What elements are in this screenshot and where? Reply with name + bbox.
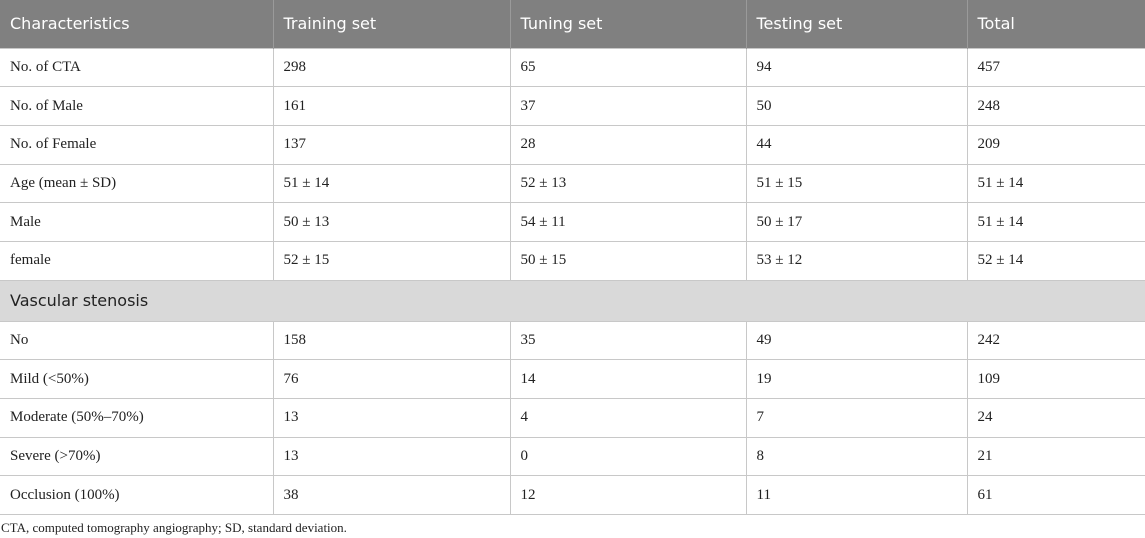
section-label: Vascular stenosis [0,279,1145,322]
table-cell: 298 [272,47,511,88]
table-cell: 161 [272,86,511,126]
table-cell: 24 [966,398,1145,438]
table-cell: 8 [745,436,968,477]
table-row: No. of Male 161 37 50 248 [0,86,1145,126]
table-cell: 44 [745,124,968,165]
header-row: Characteristics Training set Tuning set Tes… [0,0,1145,48]
table-cell: 50 ± 17 [745,202,968,242]
table-cell: 65 [509,47,747,88]
table-cell: 11 [745,475,968,516]
table-row: Mild (<50%) 76 14 19 109 [0,359,1145,399]
table-row: Age (mean ± SD) 51 ± 14 52 ± 13 51 ± 15 51 ±… [0,163,1145,204]
table-cell: 38 [272,475,511,516]
table-cell: 28 [509,124,747,165]
table-cell: 14 [509,359,747,399]
table-cell: 242 [966,320,1145,361]
table-cell: 248 [966,86,1145,126]
table-cell: 35 [509,320,747,361]
table-cell: 94 [745,47,968,88]
row-label: No. of Male [0,86,274,126]
table-cell: 457 [966,47,1145,88]
table-cell: 51 ± 14 [966,202,1145,242]
table-cell: 61 [966,475,1145,516]
table-cell: 76 [272,359,511,399]
table-cell: 52 ± 15 [272,240,511,281]
table-cell: 51 ± 15 [745,163,968,204]
column-header: Characteristics [0,0,273,48]
table-cell: 4 [509,398,747,438]
row-label: No. of Female [0,124,274,165]
table-row: Occlusion (100%) 38 12 11 61 [0,475,1145,516]
table-caption: CTA, computed tomography angiography; SD… [1,520,347,536]
table-cell: 51 ± 14 [272,163,511,204]
characteristics-table: Characteristics Training set Tuning set Tes… [0,0,1145,516]
table-row: Moderate (50%–70%) 13 4 7 24 [0,398,1145,438]
table-cell: 13 [272,436,511,477]
table-cell: 37 [509,86,747,126]
table-cell: 50 ± 15 [509,240,747,281]
row-label: Occlusion (100%) [0,475,274,516]
table-cell: 52 ± 14 [966,240,1145,281]
table-cell: 49 [745,320,968,361]
table-cell: 54 ± 11 [509,202,747,242]
section-row: Vascular stenosis [0,279,1145,322]
table-cell: 53 ± 12 [745,240,968,281]
table-row: No 158 35 49 242 [0,320,1145,361]
table-cell: 7 [745,398,968,438]
row-label: No. of CTA [0,47,274,88]
column-header: Total [966,0,1145,48]
table-cell: 13 [272,398,511,438]
table-cell: 51 ± 14 [966,163,1145,204]
column-header: Testing set [745,0,967,48]
table-cell: 209 [966,124,1145,165]
table-row: female 52 ± 15 50 ± 15 53 ± 12 52 ± 14 [0,240,1145,281]
table-row: Male 50 ± 13 54 ± 11 50 ± 17 51 ± 14 [0,202,1145,242]
column-header: Tuning set [509,0,746,48]
row-label: Age (mean ± SD) [0,163,274,204]
table-cell: 109 [966,359,1145,399]
table-row: No. of Female 137 28 44 209 [0,124,1145,165]
row-label: female [0,240,274,281]
row-label: Mild (<50%) [0,359,274,399]
table-cell: 50 ± 13 [272,202,511,242]
table-cell: 50 [745,86,968,126]
table-cell: 21 [966,436,1145,477]
table-cell: 0 [509,436,747,477]
table-cell: 19 [745,359,968,399]
table-row: Severe (>70%) 13 0 8 21 [0,436,1145,477]
row-label: Male [0,202,274,242]
column-header: Training set [272,0,510,48]
table-row: No. of CTA 298 65 94 457 [0,47,1145,88]
row-label: No [0,320,274,361]
row-label: Moderate (50%–70%) [0,398,274,438]
row-label: Severe (>70%) [0,436,274,477]
table-cell: 137 [272,124,511,165]
table-cell: 158 [272,320,511,361]
table-cell: 12 [509,475,747,516]
table-cell: 52 ± 13 [509,163,747,204]
